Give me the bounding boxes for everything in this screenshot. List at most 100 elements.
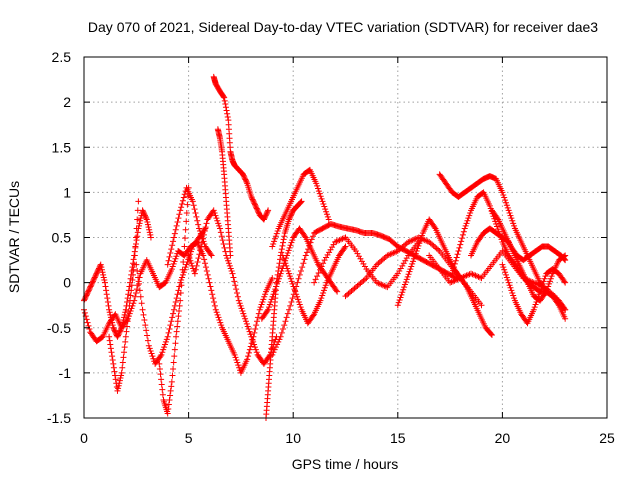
data-point [376,258,383,265]
x-tick-label: 25 [599,430,615,446]
data-point [320,200,327,207]
data-point [280,239,287,246]
data-point [409,260,416,267]
data-point [101,279,108,286]
data-point [503,202,510,209]
data-point [148,350,155,357]
data-point [107,345,114,352]
data-point [311,279,318,286]
data-point [381,282,388,289]
data-point [225,260,232,267]
data-point [92,273,99,280]
data-point [486,202,493,209]
data-point [178,277,185,284]
data-point [284,310,291,317]
data-point [269,293,276,300]
data-point [278,268,285,275]
data-point [321,257,328,264]
data-point [240,172,247,179]
data-point [272,286,279,293]
y-tick-label: -1.5 [47,410,71,426]
data-point [130,271,137,278]
data-point [106,309,113,316]
data-point [323,208,330,215]
data-point [182,226,189,233]
data-point [287,242,294,249]
data-point [294,279,301,286]
data-point [289,237,296,244]
data-point [188,260,195,267]
data-point [139,306,146,313]
data-point [235,362,242,369]
data-point [252,326,259,333]
data-point [114,387,121,394]
data-point [193,213,200,220]
data-point [248,333,255,340]
data-point [287,213,294,220]
data-point [502,197,509,204]
data-point [271,238,278,245]
data-point [414,245,421,252]
data-point [508,215,515,222]
data-point [464,217,471,224]
data-point [159,386,166,393]
data-point [229,270,236,277]
data-point [506,210,513,217]
data-point [253,349,260,356]
data-point [412,250,419,257]
axis-ticks [83,56,608,419]
data-point [459,274,466,281]
data-point [187,248,194,255]
data-point [249,336,256,343]
data-point [329,244,336,251]
data-point [166,326,173,333]
data-point [192,266,199,273]
data-point [253,322,260,329]
data-point [84,319,91,326]
data-point [288,298,295,305]
data-point [322,206,329,213]
data-point [85,287,92,294]
data-point [121,349,128,356]
data-point [104,298,111,305]
data-point [281,233,288,240]
data-point [202,260,209,267]
data-point [411,253,418,260]
data-point [531,304,538,311]
data-point [173,333,180,340]
data-point [230,274,237,281]
data-point [144,337,151,344]
data-point [157,371,164,378]
data-point [130,266,137,273]
data-point [302,252,309,259]
data-point [222,104,229,111]
data-point [287,302,294,309]
data-point [355,253,362,260]
data-point [134,282,141,289]
data-point [179,271,186,278]
data-point [509,289,516,296]
data-point [172,298,179,305]
data-point [252,346,259,353]
y-tick-label: -1 [59,365,72,381]
data-point [86,284,93,291]
data-point [106,337,113,344]
data-point [332,239,339,246]
data-point [327,246,334,253]
data-point [475,273,482,280]
data-point [378,257,385,264]
data-point [243,320,250,327]
data-point [142,322,149,329]
data-point [242,177,249,184]
data-point [221,94,228,101]
data-point [334,288,341,295]
data-point [220,93,227,100]
data-point [403,255,410,262]
data-point [505,207,512,214]
data-point [106,306,113,313]
data-point [297,199,304,206]
data-point [544,286,551,293]
data-point [216,225,223,232]
data-point [170,359,177,366]
